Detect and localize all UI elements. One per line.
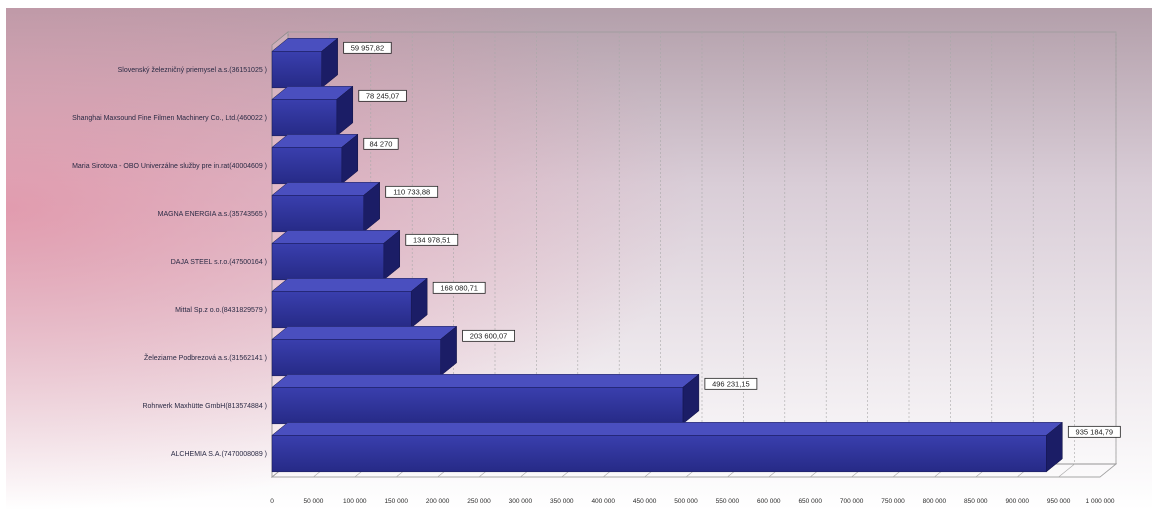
category-label: Slovenský železničný priemysel a.s.(3615… xyxy=(118,67,267,74)
value-label: 168 080,71 xyxy=(440,284,478,293)
category-label: Shanghai Maxsound Fine Filmen Machinery … xyxy=(72,115,267,122)
value-label: 59 957,82 xyxy=(351,44,384,53)
floor-gridline xyxy=(1099,463,1117,478)
x-tick-label: 400 000 xyxy=(591,498,615,505)
x-tick-label: 50 000 xyxy=(303,498,323,505)
value-label-box xyxy=(1067,425,1121,438)
value-label: 134 978,51 xyxy=(413,236,451,245)
value-label-box xyxy=(385,185,439,198)
value-label: 78 245,07 xyxy=(366,92,399,101)
category-label: DAJA STEEL s.r.o.(47500164 ) xyxy=(171,259,267,266)
value-label-box xyxy=(363,137,399,150)
bar-top-face xyxy=(271,422,1064,436)
category-label: Mittal Sp.z o.o.(8431829579 ) xyxy=(175,307,267,314)
bar-top-face xyxy=(271,230,401,244)
category-label: MAGNA ENERGIA a.s.(35743565 ) xyxy=(158,211,267,218)
bar[interactable] xyxy=(271,339,441,377)
value-label-box xyxy=(343,41,392,54)
value-label: 496 231,15 xyxy=(712,380,750,389)
bar[interactable] xyxy=(271,243,385,281)
bar-top-face xyxy=(271,182,381,196)
value-label: 935 184,79 xyxy=(1076,428,1114,437)
x-tick-label: 700 000 xyxy=(840,498,864,505)
x-tick-label: 900 000 xyxy=(1005,498,1029,505)
bar-top-face xyxy=(271,326,458,340)
x-tick-label: 800 000 xyxy=(923,498,947,505)
x-tick-label: 450 000 xyxy=(633,498,657,505)
value-label-box xyxy=(405,233,459,246)
value-label-box xyxy=(462,329,515,342)
x-tick-label: 650 000 xyxy=(798,498,822,505)
x-tick-label: 300 000 xyxy=(509,498,533,505)
x-tick-label: 500 000 xyxy=(674,498,698,505)
category-label: Maria Sirotova - OBO Univerzálne služby … xyxy=(72,163,267,170)
floor-gridline xyxy=(1058,463,1075,478)
x-tick-label: 100 000 xyxy=(343,498,367,505)
x-tick-label: 750 000 xyxy=(881,498,905,505)
x-tick-label: 250 000 xyxy=(467,498,491,505)
category-label: Rohrwerk Maxhütte GmbH(813574884 ) xyxy=(142,403,267,410)
bar[interactable] xyxy=(271,291,412,329)
x-tick-label: 850 000 xyxy=(964,498,988,505)
value-label: 203 600,07 xyxy=(470,332,508,341)
category-label: Železiarne Podbrezová a.s.(31562141 ) xyxy=(144,353,267,362)
bar[interactable] xyxy=(271,195,364,233)
bar[interactable] xyxy=(271,51,322,89)
bar[interactable] xyxy=(271,387,684,425)
bar[interactable] xyxy=(271,99,338,137)
category-label: ALCHEMIA S.A.(7470008089 ) xyxy=(171,451,267,458)
x-tick-label: 600 000 xyxy=(757,498,781,505)
bar[interactable] xyxy=(271,435,1047,473)
x-tick-label: 200 000 xyxy=(426,498,450,505)
x-tick-label: 950 000 xyxy=(1047,498,1071,505)
value-label-box xyxy=(358,89,407,102)
bar[interactable] xyxy=(271,147,343,185)
value-label: 84 270 xyxy=(369,140,392,149)
x-tick-label: 0 xyxy=(270,498,274,505)
value-label: 110 733,88 xyxy=(393,188,430,197)
x-tick-label: 1 000 000 xyxy=(1086,498,1115,505)
value-label-box xyxy=(432,281,486,294)
bar-top-face xyxy=(271,278,428,292)
x-tick-label: 550 000 xyxy=(716,498,740,505)
x-tick-label: 350 000 xyxy=(550,498,574,505)
x-tick-label: 150 000 xyxy=(384,498,408,505)
bar-top-face xyxy=(271,374,700,388)
value-label-box xyxy=(704,377,758,390)
